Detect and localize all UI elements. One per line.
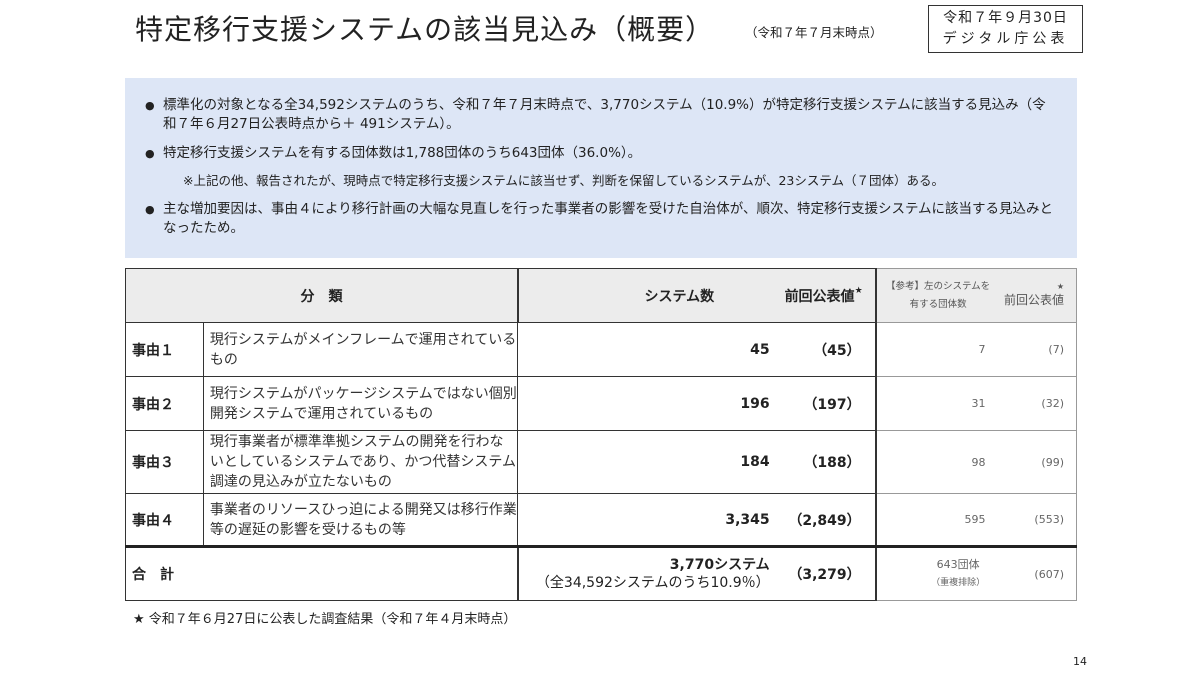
summary-bullet: 特定移行支援システムを有する団体数は1,788団体のうち643団体（36.0%）… [145, 144, 1057, 163]
total-orgs: 643団体 （重複排除） [875, 546, 1000, 601]
header-ref-prev: ★ 前回公表値 [999, 268, 1077, 323]
summary-box: 標準化の対象となる全34,592システムのうち、令和７年７月末時点で、3,770… [125, 78, 1077, 258]
header-ref-label2: 有する団体数 [909, 298, 967, 310]
total-orgs-sub: （重複排除） [931, 578, 986, 588]
row-count: 196 [517, 376, 780, 431]
row-desc: 現行事業者が標準準拠システムの開発を行わないとしているシステムであり、かつ代替シ… [202, 430, 519, 494]
table-row: 事由４ 事業者のリソースひっ迫による開発又は移行作業等の遅延の影響を受けるもの等… [125, 493, 1077, 547]
header-prev: 前回公表値★ [779, 268, 877, 323]
publish-date: 令和７年９月30日 [943, 10, 1068, 26]
row-count: 45 [517, 322, 780, 377]
summary-bullet: 標準化の対象となる全34,592システムのうち、令和７年７月末時点で、3,770… [145, 96, 1057, 134]
row-orgs-prev: (7) [999, 322, 1077, 377]
row-count: 184 [517, 430, 780, 494]
total-orgs-value: 643団体 [936, 558, 980, 571]
header-count-label: システム数 [644, 288, 715, 305]
header-ref: 【参考】左のシステムを 有する団体数 [875, 268, 1000, 323]
summary-bullet: 主な増加要因は、事由４により移行計画の大幅な見直しを行った事業者の影響を受けた自… [145, 200, 1057, 238]
row-orgs-prev: (553) [999, 493, 1077, 547]
header-category: 分 類 [124, 268, 519, 323]
total-count-sub: （全34,592システムのうち10.9％） [535, 575, 770, 591]
row-prev: （197） [779, 376, 877, 431]
publish-date-box: 令和７年９月30日 デジタル庁公表 [928, 5, 1083, 53]
star-icon: ★ [1056, 282, 1064, 291]
total-count: 3,770システム （全34,592システムのうち10.9％） [517, 546, 780, 601]
row-count: 3,345 [517, 493, 780, 547]
table-row: 事由３ 現行事業者が標準準拠システムの開発を行わないとしているシステムであり、か… [125, 430, 1077, 494]
header-ref-prev-label: 前回公表値 [1003, 293, 1064, 307]
total-prev: （3,279） [779, 546, 877, 601]
total-row: 合 計 3,770システム （全34,592システムのうち10.9％） （3,2… [124, 546, 1077, 601]
table-header: 分 類 システム数 前回公表値★ 【参考】左のシステムを 有する団体数 ★ 前回公表… [124, 268, 1077, 323]
row-prev: （2,849） [779, 493, 877, 547]
total-orgs-prev: (607) [999, 546, 1077, 601]
footnote: ★ 令和７年６月27日に公表した調査結果（令和７年４月末時点） [133, 612, 517, 627]
row-prev: （188） [779, 430, 877, 494]
header-ref-label: 【参考】左のシステムを [885, 280, 991, 292]
row-orgs-prev: (99) [999, 430, 1077, 494]
systems-table: 分 類 システム数 前回公表値★ 【参考】左のシステムを 有する団体数 ★ 前回公表… [124, 268, 1077, 601]
table-row: 事由１ 現行システムがメインフレームで運用されているもの 45 （45） 7 (… [125, 322, 1077, 377]
row-label: 事由１ [125, 322, 204, 377]
row-orgs: 31 [875, 376, 1000, 431]
row-orgs-prev: (32) [999, 376, 1077, 431]
row-desc: 現行システムがパッケージシステムではない個別開発システムで運用されているもの [202, 376, 519, 431]
as-of-date: （令和７年７月末時点） [745, 25, 883, 40]
row-desc: 事業者のリソースひっ迫による開発又は移行作業等の遅延の影響を受けるもの等 [202, 493, 519, 547]
star-icon: ★ [854, 285, 863, 296]
row-orgs: 7 [875, 322, 1000, 377]
row-label: 事由４ [125, 493, 204, 547]
page-title: 特定移行支援システムの該当見込み（概要） [135, 13, 715, 46]
page-number: 14 [1073, 655, 1087, 668]
total-count-value: 3,770システム [669, 557, 770, 573]
header-prev-label: 前回公表値 [784, 288, 855, 305]
row-label: 事由２ [125, 376, 204, 431]
table-row: 事由２ 現行システムがパッケージシステムではない個別開発システムで運用されている… [125, 376, 1077, 431]
total-label: 合 計 [124, 546, 519, 601]
summary-note: ※上記の他、報告されたが、現時点で特定移行支援システムに該当せず、判断を保留して… [183, 173, 945, 188]
publisher: デジタル庁公表 [942, 31, 1069, 47]
row-label: 事由３ [125, 430, 204, 494]
row-prev: （45） [779, 322, 877, 377]
header-count: システム数 [517, 268, 780, 323]
row-orgs: 595 [875, 493, 1000, 547]
row-desc: 現行システムがメインフレームで運用されているもの [202, 322, 519, 377]
row-orgs: 98 [875, 430, 1000, 494]
